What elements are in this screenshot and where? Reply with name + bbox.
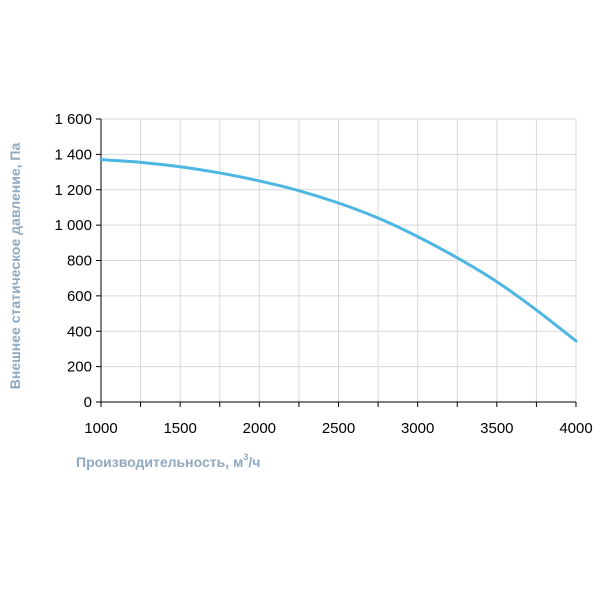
y-tick-label: 400 [67, 323, 92, 340]
series-layer [99, 158, 578, 343]
y-tick-label: 1 200 [54, 182, 92, 199]
axis-layer [96, 118, 577, 407]
x-tick-label: 1000 [84, 420, 117, 437]
y-tick-label: 600 [67, 288, 92, 305]
x-tick-label: 2000 [243, 420, 276, 437]
y-tick-label: 800 [67, 253, 92, 270]
y-tick-label: 1 600 [54, 111, 92, 128]
x-tick-label: 3500 [480, 420, 513, 437]
grid-layer [101, 118, 577, 402]
x-axis-title-main: Производительность, м [76, 454, 243, 470]
y-tick-label: 0 [84, 394, 92, 411]
pressure-curve-line [99, 158, 578, 343]
x-axis-title: Производительность, м3/ч [76, 452, 260, 470]
y-tick-label: 1 400 [54, 146, 92, 163]
y-axis-title: Внешнее статическое давление, Па [7, 143, 23, 390]
x-axis-title-superscript: 3 [243, 452, 248, 462]
x-axis-title-suffix: /ч [248, 454, 260, 470]
y-tick-label: 1 000 [54, 217, 92, 234]
x-tick-label: 3000 [401, 420, 434, 437]
y-tick-label: 200 [67, 359, 92, 376]
x-tick-label: 4000 [559, 420, 592, 437]
x-tick-label: 2500 [322, 420, 355, 437]
x-tick-label: 1500 [163, 420, 196, 437]
